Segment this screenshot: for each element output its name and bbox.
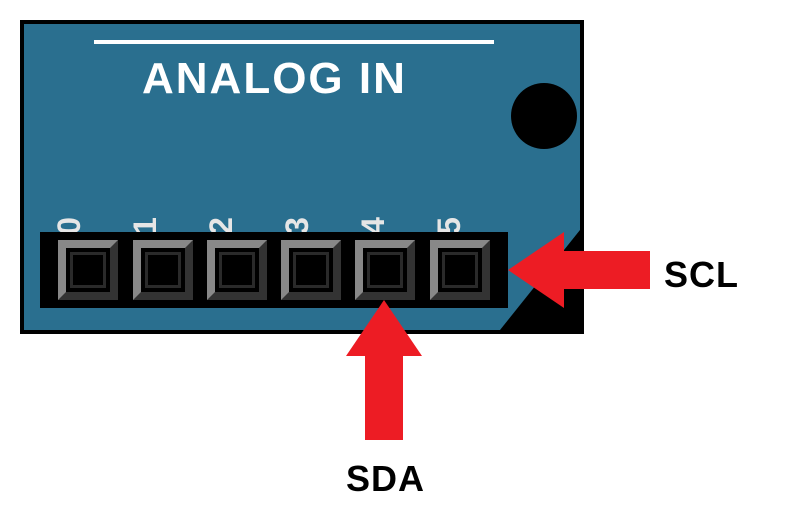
- pin-header: [40, 232, 508, 308]
- pin-a2: [207, 240, 267, 300]
- mount-hole: [511, 83, 577, 149]
- scl-label: SCL: [664, 254, 739, 296]
- pin-a0: [58, 240, 118, 300]
- arrow-head-icon: [508, 232, 564, 308]
- pin-a4: [355, 240, 415, 300]
- arrow-shaft: [365, 356, 403, 440]
- arrow-shaft: [564, 251, 650, 289]
- sda-label: SDA: [346, 458, 425, 500]
- pin-a1: [133, 240, 193, 300]
- pin-a5: [430, 240, 490, 300]
- scl-arrow: [508, 232, 650, 308]
- pin-a3: [281, 240, 341, 300]
- sda-arrow: [346, 300, 422, 440]
- arrow-head-icon: [346, 300, 422, 356]
- pcb-board: ANALOG IN A0 A1 A2 A3 A4 A5: [24, 24, 580, 330]
- silkscreen-line: [94, 40, 494, 44]
- board-title: ANALOG IN: [142, 54, 407, 104]
